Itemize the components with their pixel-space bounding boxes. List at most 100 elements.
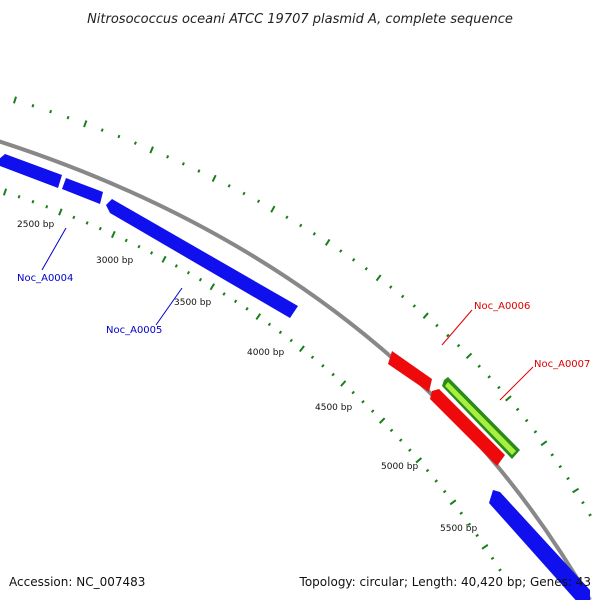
gene-blue-lower-arrow[interactable] [489,490,590,600]
outer-ring-tick [465,352,473,360]
ruler-label-4000: 4000 bp [247,348,284,358]
inner-ring-tick [58,208,63,216]
inner-ring-tick [137,244,141,249]
inner-ring-tick [331,372,335,377]
outer-ring-tick [12,96,18,104]
inner-ring-tick [72,215,76,220]
outer-ring-tick [524,418,529,423]
outer-ring-tick [242,191,246,196]
inner-ring-tick [17,195,21,199]
inner-ring-tick [498,568,502,572]
gene-label-noc-a0004[interactable]: Noc_A0004 [17,273,73,284]
leader-noc-a0006 [441,309,473,346]
inner-ring-tick [289,338,293,343]
plasmid-backbone [0,139,592,600]
outer-ring-tick [435,323,439,328]
outer-ring-tick [422,312,429,319]
gene-label-noc-a0007[interactable]: Noc_A0007 [534,359,590,370]
inner-ring-tick [124,238,128,243]
outer-ring-tick [456,343,461,348]
ruler-label-3500: 3500 bp [174,298,211,308]
inner-ring-tick [174,264,178,268]
inner-ring-tick [389,428,394,433]
accession-text: Accession: NC_007483 [9,575,145,589]
gene-noc-a0004-arrow-b[interactable] [62,178,103,204]
outer-ring-tick [299,223,303,228]
inner-ring-tick [98,226,102,231]
outer-ring-tick [588,513,592,517]
inner-ring-tick [2,188,8,196]
inner-ring-tick [408,448,412,452]
inner-ring-tick [222,292,226,296]
inner-ring-tick [378,417,386,424]
outer-ring-tick [364,266,368,271]
gene-noc-a0006-arrow-b[interactable] [430,389,505,466]
ruler-label-5500: 5500 bp [440,524,477,534]
outer-ring-tick [497,385,501,390]
outer-ring-tick [351,257,356,262]
inner-ring-tick [245,307,249,311]
inner-ring-tick [490,556,495,560]
gene-noc-a0005-arrow[interactable] [106,199,298,318]
gene-noc-a0007-arrow[interactable] [442,377,520,459]
ruler-label-4500: 4500 bp [315,403,352,413]
leader-noc-a0005 [155,287,183,326]
inner-ring-tick [449,499,457,506]
inner-ring-tick [370,409,375,413]
inner-ring-tick [310,355,315,360]
outer-ring-tick [389,285,393,289]
outer-ring-tick [83,120,88,128]
inner-ring-tick [475,533,479,538]
outer-ring-tick [181,162,185,166]
outer-ring-tick [515,407,520,412]
outer-dotted-ring [12,96,592,517]
inner-ring-tick [255,313,262,320]
outer-ring-tick [566,476,570,481]
leader-noc-a0007 [499,366,534,401]
outer-ring-tick [505,395,512,402]
outer-ring-tick [412,304,417,308]
inner-ring-tick [278,330,283,335]
ruler-label-3000: 3000 bp [96,256,133,266]
inner-ring-tick [298,345,305,353]
inner-ring-tick [351,390,355,395]
ruler-label-5000: 5000 bp [381,462,418,472]
outer-ring-tick [558,464,563,469]
outer-ring-tick [540,440,548,447]
inner-ring-tick [442,489,447,494]
inner-ring-tick [398,438,403,442]
outer-ring-tick [166,155,170,159]
gene-label-noc-a0006[interactable]: Noc_A0006 [474,301,530,312]
outer-ring-tick [285,215,289,220]
outer-ring-tick [211,174,217,182]
outer-ring-tick [572,487,580,494]
inner-ring-tick [45,205,49,209]
outer-ring-tick [400,294,405,299]
outer-ring-tick [477,364,481,369]
inner-ring-tick [321,364,325,368]
outer-ring-tick [487,375,491,379]
outer-ring-tick [117,134,121,139]
outer-ring-tick [533,430,538,434]
inner-ring-tick [31,199,35,204]
gene-label-noc-a0005[interactable]: Noc_A0005 [106,325,162,336]
outer-ring-tick [149,146,154,154]
inner-ring-tick [186,270,191,275]
outer-ring-tick [256,199,261,204]
inner-ring-tick [415,457,423,464]
inner-ring-tick [233,299,238,304]
inner-ring-tick [481,544,489,550]
inner-ring-tick [161,255,167,263]
ruler-label-2500: 2500 bp [17,220,54,230]
inner-ring-tick [85,221,89,225]
inner-ring-tick [149,251,154,255]
gene-noc-a0006-arrow[interactable] [388,351,432,392]
inner-ring-tick [198,277,203,282]
inner-ring-tick [425,468,430,473]
gene-noc-a0004-arrow[interactable] [0,154,62,188]
outer-ring-tick [227,184,231,188]
outer-ring-tick [49,109,53,114]
outer-ring-tick [197,169,201,173]
outer-ring-tick [312,232,316,236]
